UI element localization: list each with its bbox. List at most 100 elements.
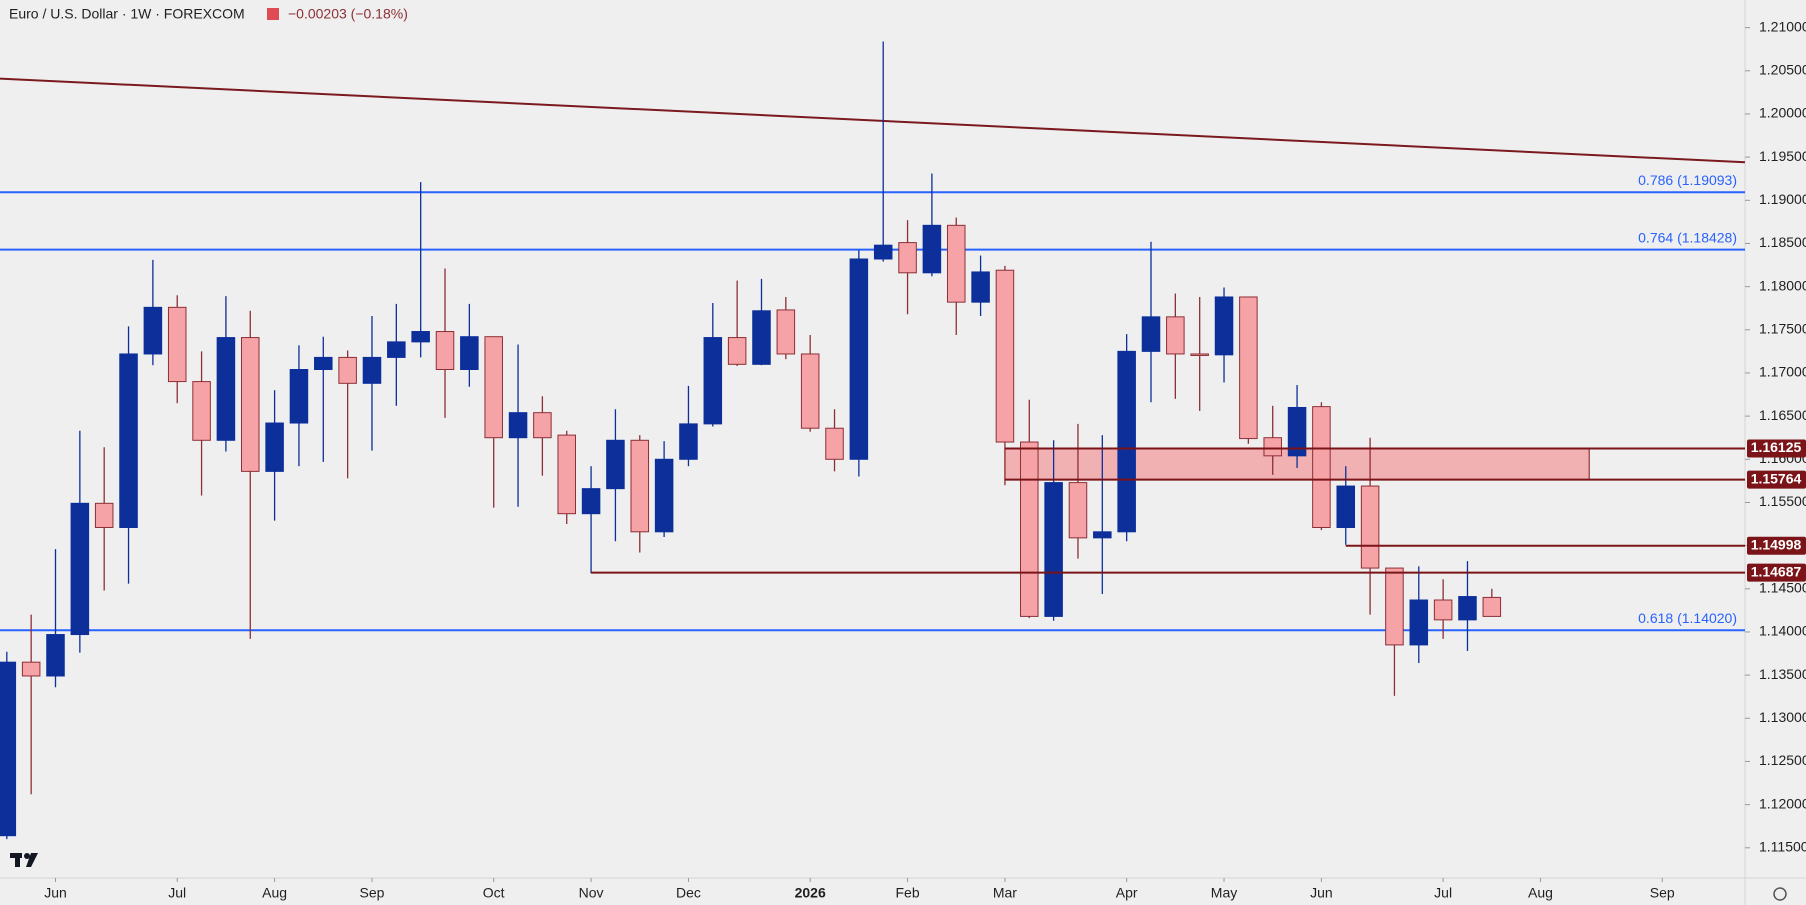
candle-body <box>192 381 211 441</box>
level-tag <box>1747 439 1806 458</box>
candle-body <box>216 337 236 441</box>
candle-body <box>922 224 942 274</box>
candle-body <box>630 439 650 533</box>
y-tick-label: 1.19500 <box>1759 148 1806 164</box>
candle-body <box>1458 596 1477 621</box>
y-tick-label: 1.13000 <box>1759 709 1806 725</box>
level-tag-label: 1.14998 <box>1751 536 1802 552</box>
tv-logo <box>10 853 38 867</box>
candle-body <box>484 336 503 439</box>
y-tick-label: 1.20500 <box>1759 61 1806 77</box>
x-tick-label: Jun <box>44 885 67 901</box>
candle-body <box>1482 596 1502 617</box>
y-tick-label: 1.12000 <box>1759 795 1806 811</box>
y-tick-label: 1.18000 <box>1759 277 1806 293</box>
candle-body <box>435 331 455 371</box>
x-tick-label: Sep <box>360 885 385 901</box>
candle-body <box>46 634 65 677</box>
candle-body <box>1409 599 1429 646</box>
y-tick-label: 1.17000 <box>1759 364 1806 380</box>
candle-body <box>1336 485 1356 528</box>
candle-body <box>703 337 723 425</box>
y-tick-label: 1.13500 <box>1759 666 1806 682</box>
candle-body <box>265 422 284 472</box>
candle-body <box>533 412 552 439</box>
x-tick-label: May <box>1211 885 1237 901</box>
level-tag-label: 1.15764 <box>1751 470 1802 486</box>
x-tick-label: Jun <box>1310 885 1333 901</box>
x-tick-label: Nov <box>579 885 604 901</box>
candle-body <box>800 353 820 429</box>
candle-body <box>581 488 601 515</box>
x-tick-label: Apr <box>1116 885 1138 901</box>
candle-body <box>898 242 917 274</box>
candle-body <box>825 427 844 460</box>
candle-body <box>94 502 114 528</box>
y-tick-label: 1.20000 <box>1759 105 1806 121</box>
chart-title: Euro / U.S. Dollar · 1W · FOREXCOM <box>9 6 245 22</box>
candle-body <box>240 337 260 472</box>
x-tick-label: Dec <box>676 885 701 901</box>
candle-body <box>654 458 674 533</box>
candle-body <box>1287 406 1307 457</box>
x-tick-label: Jul <box>168 885 186 901</box>
candle-body <box>606 439 625 490</box>
candle-body <box>995 269 1015 443</box>
candle-body <box>167 306 187 383</box>
candle-body <box>338 356 357 384</box>
change-icon <box>267 8 279 20</box>
candle-body <box>387 341 406 358</box>
candle-body <box>1166 316 1185 355</box>
candle-body <box>1117 350 1136 533</box>
level-tag <box>1747 563 1806 582</box>
y-tick-label: 1.14500 <box>1759 579 1806 595</box>
y-tick-label: 1.15500 <box>1759 493 1806 509</box>
candle-body <box>1239 296 1258 440</box>
level-tag-label: 1.14687 <box>1751 563 1802 579</box>
candle-body <box>873 244 893 260</box>
candle-body <box>1190 353 1209 356</box>
candle-body <box>1141 316 1161 352</box>
level-tag-label: 1.16125 <box>1751 439 1802 455</box>
candle-body <box>362 356 382 384</box>
candle-body <box>1214 296 1234 356</box>
candle-body <box>460 336 479 371</box>
y-tick-label: 1.19000 <box>1759 191 1806 207</box>
candle-body <box>752 310 771 365</box>
level-tag <box>1747 536 1806 555</box>
fib-label: 0.786 (1.19093) <box>1638 172 1737 188</box>
candle-body <box>849 258 869 460</box>
x-tick-label: Feb <box>895 885 919 901</box>
candle-body <box>946 224 966 303</box>
candle-body <box>1263 437 1282 457</box>
candle-body <box>1433 599 1453 621</box>
x-tick-label: 2026 <box>795 885 826 901</box>
candle-body <box>0 661 17 837</box>
candle-body <box>1385 567 1404 646</box>
candle-body <box>971 271 990 303</box>
price-change: −0.00203 (−0.18%) <box>288 6 408 22</box>
candle-body <box>1068 482 1088 539</box>
candle-body <box>679 423 698 460</box>
candle-body <box>70 502 90 636</box>
level-tag <box>1747 470 1806 489</box>
settings-icon[interactable] <box>1773 887 1787 901</box>
x-tick-label: Aug <box>1528 885 1553 901</box>
y-tick-label: 1.17500 <box>1759 320 1806 336</box>
candle-body <box>1312 406 1331 528</box>
candle-body <box>289 369 309 424</box>
y-tick-label: 1.21000 <box>1759 18 1806 34</box>
x-tick-label: Aug <box>262 885 287 901</box>
candle-body <box>727 337 747 365</box>
candle-body <box>1020 441 1039 617</box>
trendline <box>0 77 1746 164</box>
y-tick-label: 1.16500 <box>1759 407 1806 423</box>
y-tick-label: 1.14000 <box>1759 623 1806 639</box>
y-tick-label: 1.18500 <box>1759 234 1806 250</box>
candle-body <box>557 434 576 515</box>
candle-body <box>508 412 528 439</box>
x-tick-label: Sep <box>1650 885 1675 901</box>
candle-body <box>143 306 163 355</box>
y-tick-label: 1.11500 <box>1759 838 1806 854</box>
